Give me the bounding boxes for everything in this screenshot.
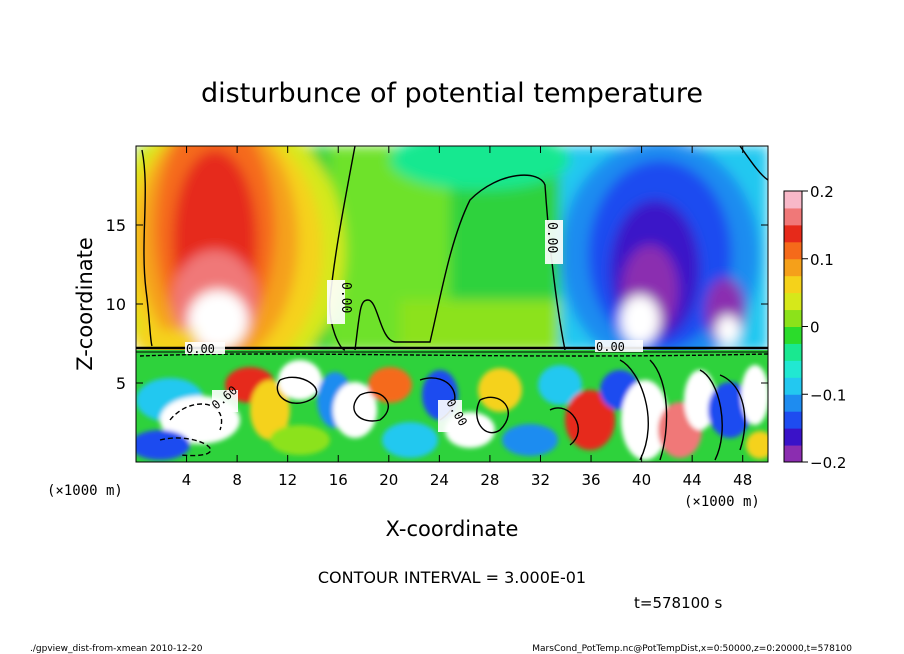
plot-area: 0.00 0.00 0.00 0.00 0.60 0.00: [136, 146, 768, 462]
x-axis-label: X-coordinate: [386, 517, 519, 541]
x-tick-label: 8: [232, 471, 242, 489]
footer-left: ./gpview_dist-from-xmean 2010-12-20: [30, 644, 203, 654]
x-tick-label: 4: [182, 471, 192, 489]
colorbar-swatch: [784, 207, 802, 226]
colorbar-tick-label: −0.2: [810, 454, 846, 472]
time-label: t=578100 s: [634, 594, 722, 612]
colorbar-tick-label: 0.2: [810, 183, 834, 201]
x-tick-label: 40: [632, 471, 651, 489]
y-axis-ticks: 5 10 15: [106, 216, 768, 393]
upper-field: [136, 146, 768, 390]
colorbar-tick-label: 0.1: [810, 251, 834, 269]
colorbar-swatch: [784, 292, 802, 311]
contour-lines: [136, 146, 768, 461]
contour-label: 0.00: [338, 282, 353, 313]
x-tick-label: 48: [733, 471, 752, 489]
x-unit-label-right: (×1000 m): [684, 494, 760, 510]
x-tick-label: 32: [531, 471, 550, 489]
colorbar-swatch: [784, 275, 802, 294]
colorbar-swatch: [784, 224, 802, 243]
x-unit-label-left: (×1000 m): [47, 483, 123, 499]
contour-label: 0.00: [544, 222, 559, 253]
colorbar-swatch: [784, 360, 802, 378]
contour-label-backing: [185, 220, 643, 432]
colorbar-ticks: 0.2 0.1 0 −0.1 −0.2: [802, 183, 846, 472]
x-tick-label: 28: [480, 471, 499, 489]
colorbar-swatch: [784, 326, 802, 344]
y-axis-label: Z-coordinate: [73, 237, 97, 371]
x-axis-ticks: 4 8 12 16 20 24 28 32 36 40 44 48: [182, 146, 752, 489]
x-tick-label: 16: [329, 471, 348, 489]
colorbar-tick-label: 0: [810, 319, 820, 337]
colorbar: [784, 191, 802, 463]
contour-label: 0.00: [186, 342, 215, 356]
contour-interval-text: CONTOUR INTERVAL = 3.000E-01: [318, 568, 586, 587]
colorbar-swatch: [784, 309, 802, 327]
x-tick-label: 12: [278, 471, 297, 489]
colorbar-swatch: [784, 428, 802, 446]
colorbar-swatch: [784, 191, 802, 209]
chart-title: disturbunce of potential temperature: [201, 78, 703, 109]
colorbar-swatch: [784, 343, 802, 361]
colorbar-swatch: [784, 377, 802, 395]
x-tick-label: 24: [430, 471, 449, 489]
colorbar-swatch: [784, 445, 802, 463]
colorbar-swatch: [784, 411, 802, 429]
colorbar-tick-label: −0.1: [810, 386, 846, 404]
x-tick-label: 44: [683, 471, 702, 489]
y-tick-label: 5: [116, 374, 126, 393]
contour-label: 0.00: [596, 340, 625, 354]
x-tick-label: 20: [379, 471, 398, 489]
y-tick-label: 15: [106, 216, 126, 235]
footer-right: MarsCond_PotTemp.nc@PotTempDist,x=0:5000…: [532, 644, 852, 654]
colorbar-swatch: [784, 241, 802, 260]
colorbar-swatch: [784, 394, 802, 412]
y-tick-label: 10: [106, 295, 126, 314]
x-tick-label: 36: [581, 471, 600, 489]
colorbar-swatch: [784, 258, 802, 277]
